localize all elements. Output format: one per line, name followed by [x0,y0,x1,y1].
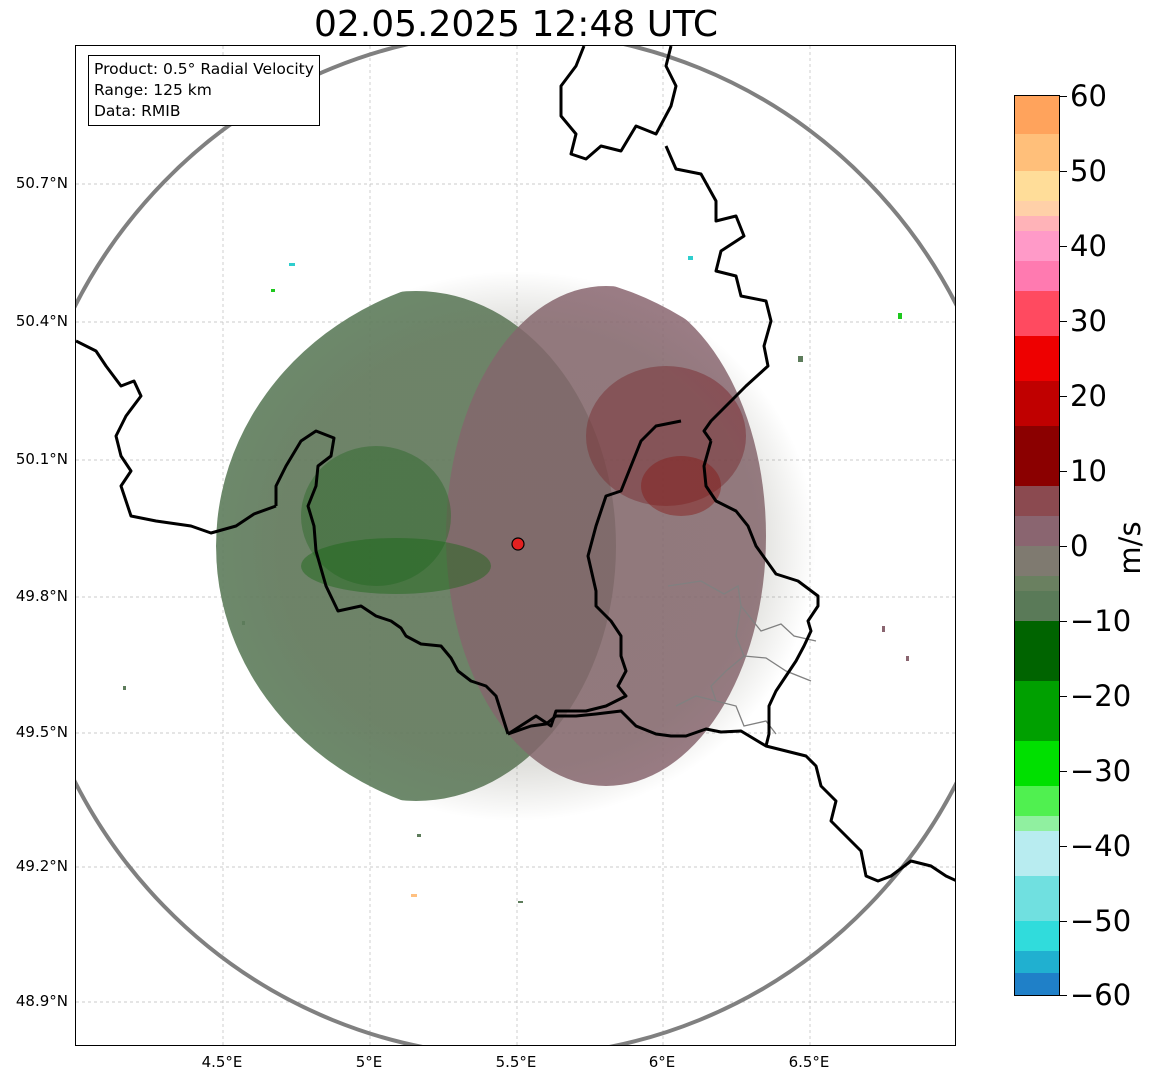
colorbar-segment [1015,381,1059,426]
colorbar-tick-label: −10 [1070,604,1132,638]
lat-tick-label: 49.5°N [15,723,68,741]
lon-tick-label: 6°E [648,1053,676,1071]
colorbar-tick [1060,471,1067,472]
colorbar-tick [1060,995,1067,996]
colorbar-tick [1060,96,1067,97]
colorbar-segment [1015,486,1059,516]
colorbar-segment [1015,171,1059,201]
colorbar-tick-label: 10 [1070,454,1107,488]
colorbar-segment [1015,576,1059,591]
colorbar-segment [1015,681,1059,741]
lat-tick-label: 49.2°N [15,857,68,875]
colorbar-tick [1060,396,1067,397]
colorbar-segment [1015,426,1059,486]
lon-tick-label: 5.5°E [495,1053,537,1071]
colorbar-segment [1015,261,1059,291]
colorbar-tick [1060,771,1067,772]
colorbar-tick-label: 20 [1070,379,1107,413]
colorbar-tick-label: 40 [1070,229,1107,263]
colorbar-segment [1015,546,1059,576]
colorbar-tick [1060,546,1067,547]
colorbar-tick-label: 50 [1070,154,1107,188]
colorbar-tick-label: 60 [1070,79,1107,113]
lat-tick-label: 48.9°N [15,992,68,1010]
lon-tick-label: 4.5°E [201,1053,243,1071]
map-canvas [76,46,955,1045]
colorbar-tick [1060,846,1067,847]
colorbar-segment [1015,231,1059,261]
scattered-echoes [123,256,909,903]
colorbar-segment [1015,96,1059,134]
colorbar-tick-label: −60 [1070,978,1132,1012]
colorbar-segment [1015,973,1059,995]
country-borders [76,46,955,883]
velocity-colorbar [1014,95,1060,996]
radar-site-marker[interactable] [511,537,525,551]
colorbar-tick [1060,696,1067,697]
colorbar-tick [1060,171,1067,172]
colorbar-segment [1015,621,1059,681]
product-label: Product: 0.5° Radial Velocity [94,60,314,78]
colorbar-segment [1015,516,1059,546]
colorbar-segment [1015,134,1059,171]
colorbar-tick-label: −30 [1070,754,1132,788]
lon-tick-label: 6.5°E [788,1053,830,1071]
admin-subdivisions [667,580,817,735]
colorbar-tick-label: −50 [1070,904,1132,938]
colorbar-tick-label: 30 [1070,304,1107,338]
colorbar-segment [1015,816,1059,831]
colorbar-tick [1060,246,1067,247]
colorbar-tick-label: −40 [1070,829,1132,863]
radar-map[interactable] [75,45,956,1046]
lon-tick-label: 5°E [355,1053,383,1071]
colorbar-segment [1015,951,1059,973]
range-label: Range: 125 km [94,81,212,99]
colorbar-tick [1060,921,1067,922]
colorbar-unit-label: m/s [1113,521,1147,575]
colorbar-segment [1015,591,1059,621]
colorbar-tick [1060,321,1067,322]
colorbar-segment [1015,786,1059,816]
colorbar-segment [1015,336,1059,381]
colorbar-segment [1015,201,1059,216]
colorbar-tick-label: 0 [1070,529,1089,563]
lat-tick-label: 50.7°N [15,174,68,192]
colorbar-segment [1015,876,1059,921]
colorbar-segment [1015,216,1059,231]
lat-tick-label: 49.8°N [15,587,68,605]
velocity-echo-field [216,271,816,821]
lat-tick-label: 50.1°N [15,450,68,468]
product-info-box: Product: 0.5° Radial Velocity Range: 125… [88,55,320,126]
colorbar-segment [1015,741,1059,786]
colorbar-tick [1060,621,1067,622]
lat-tick-label: 50.4°N [15,312,68,330]
colorbar-segment [1015,291,1059,336]
colorbar-tick-label: −20 [1070,679,1132,713]
data-source-label: Data: RMIB [94,102,181,120]
colorbar-segment [1015,831,1059,876]
colorbar-segment [1015,921,1059,951]
map-title: 02.05.2025 12:48 UTC [313,4,719,45]
